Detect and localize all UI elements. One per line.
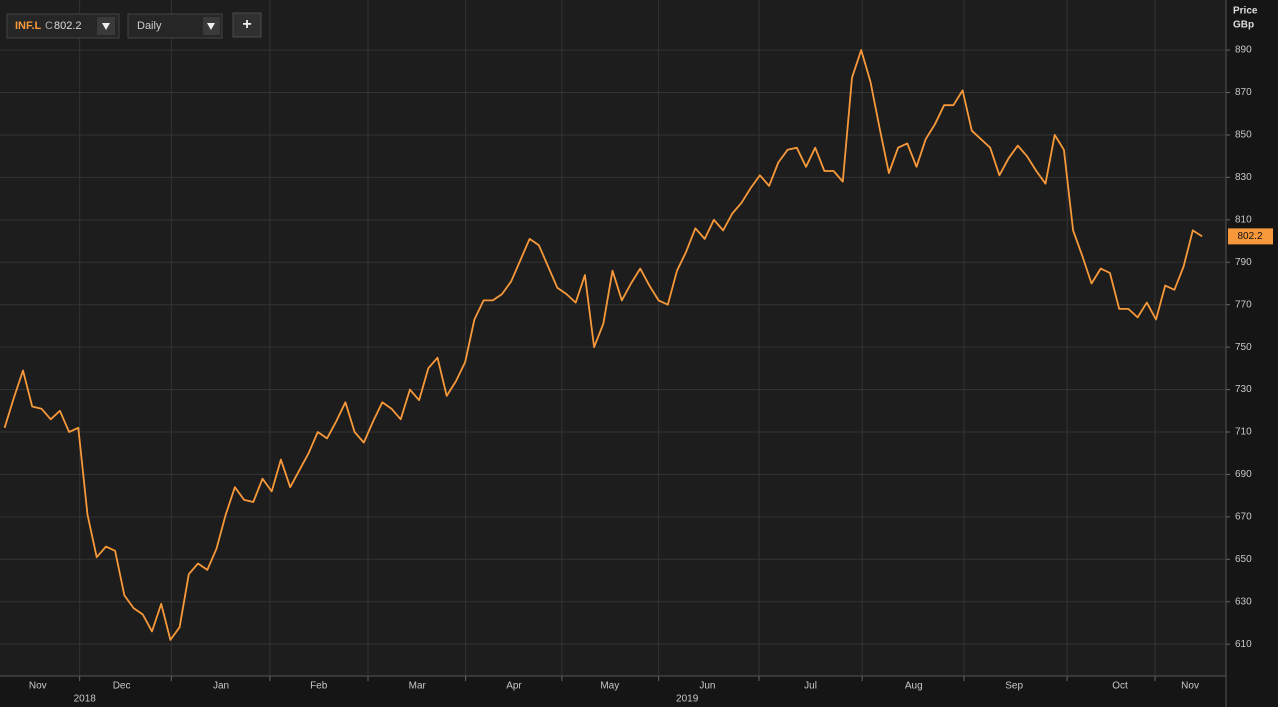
last-price-tag [1228,228,1273,245]
y-axis-unit: GBp [1233,20,1254,31]
x-tick-label: Apr [506,681,522,692]
dropdown-arrow [207,23,215,30]
y-tick-label: 770 [1235,299,1252,310]
last-price-label: 802.2 [1237,231,1262,242]
y-tick-label: 730 [1235,384,1252,395]
dropdown-arrow [102,23,110,30]
y-axis-title: Price [1233,6,1258,17]
ric: INF.L [15,20,42,32]
grid [0,0,1226,676]
y-tick-label: 670 [1235,512,1252,523]
y-tick-label: 690 [1235,469,1252,480]
interval: Daily [137,20,162,32]
close-prefix: C [45,20,53,32]
x-tick-label: Mar [409,681,427,692]
x-tick-label: May [600,681,619,692]
year-label: 2018 [74,694,97,705]
x-tick-label: Nov [29,681,47,692]
x-tick-label: Dec [113,681,131,692]
y-tick-label: 630 [1235,596,1252,607]
x-tick-label: Feb [310,681,328,692]
plot-area [0,0,1226,676]
x-tick-label: Aug [905,681,923,692]
x-tick-label: Nov [1181,681,1199,692]
y-tick-label: 710 [1235,427,1252,438]
y-tick-label: 810 [1235,214,1252,225]
x-tick-label: Oct [1112,681,1128,692]
y-tick-label: 890 [1235,45,1252,56]
close-value: 802.2 [54,20,82,32]
x-tick-label: Jul [804,681,817,692]
series [3,49,1203,641]
y-tick-label: 850 [1235,130,1252,141]
add-button-label: + [242,16,251,33]
year-label: 2019 [676,694,699,705]
x-tick-label: Jan [213,681,229,692]
y-tick-label: 790 [1235,257,1252,268]
x-tick-label: Jun [699,681,715,692]
add-button[interactable] [232,12,262,38]
price-line [3,49,1203,641]
y-tick-label: 610 [1235,639,1252,650]
y-tick-label: 830 [1235,172,1252,183]
x-tick-label: Sep [1005,681,1023,692]
y-tick-label: 650 [1235,554,1252,565]
y-tick-label: 750 [1235,342,1252,353]
y-tick-label: 870 [1235,87,1252,98]
